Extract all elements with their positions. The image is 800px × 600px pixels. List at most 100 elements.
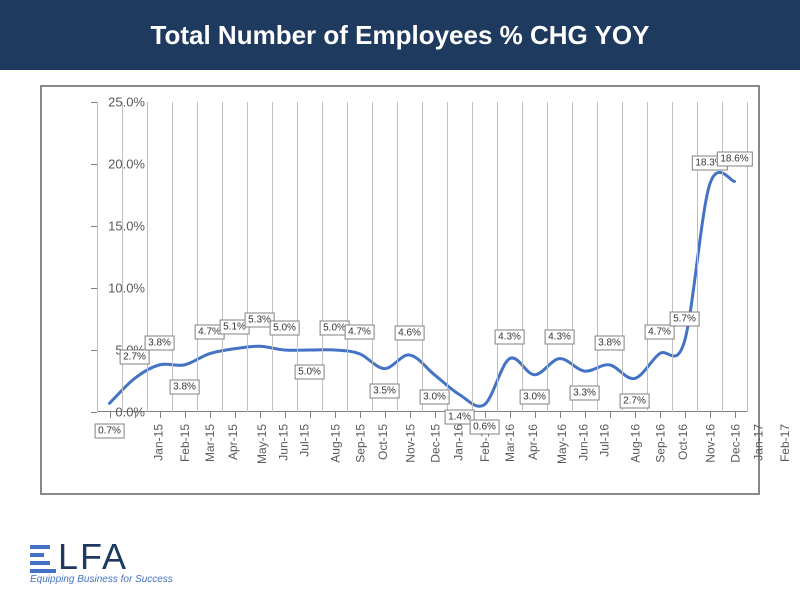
data-label: 3.0% [419,389,450,404]
y-tick-label: 10.0% [95,281,145,296]
x-tick-mark [360,412,361,418]
logo-e-icon [30,545,56,573]
x-tick-label: Nov-16 [703,424,717,463]
gridline [272,102,273,412]
gridline [672,102,673,412]
x-tick-mark [635,412,636,418]
x-tick-mark [160,412,161,418]
logo-tagline: Equipping Business for Success [30,574,173,585]
data-label: 5.0% [294,365,325,380]
data-label: 5.7% [669,312,700,327]
x-tick-mark [585,412,586,418]
gridline [647,102,648,412]
data-label: 3.8% [144,335,175,350]
gridline [622,102,623,412]
x-tick-label: Nov-15 [403,424,417,463]
x-tick-label: Mar-15 [203,424,217,462]
data-label: 2.7% [119,349,150,364]
x-tick-label: Oct-16 [676,424,690,460]
gridline [572,102,573,412]
logo-text: LFA [58,536,128,577]
x-tick-label: Jan-17 [751,424,765,461]
gridline [547,102,548,412]
gridline [172,102,173,412]
x-tick-label: Feb-15 [178,424,192,462]
y-tick-mark [91,412,97,413]
gridline [422,102,423,412]
x-tick-mark [610,412,611,418]
x-tick-mark [410,412,411,418]
data-label: 4.3% [544,329,575,344]
data-label: 4.6% [394,325,425,340]
data-label: 0.7% [94,424,125,439]
data-label: 0.6% [469,419,500,434]
data-label: 3.3% [569,386,600,401]
elfa-logo: LFA Equipping Business for Success [30,536,173,585]
x-tick-label: May-15 [255,424,269,464]
x-tick-label: Aug-16 [628,424,642,463]
gridline [447,102,448,412]
x-tick-mark [735,412,736,418]
x-tick-label: Jun-15 [276,424,290,461]
x-tick-label: Sep-15 [353,424,367,463]
x-tick-mark [710,412,711,418]
gridline [147,102,148,412]
data-label: 4.7% [344,324,375,339]
gridline [747,102,748,412]
x-tick-mark [435,412,436,418]
x-tick-mark [510,412,511,418]
chart-container: 0.0% 5.0% 10.0% 15.0% 20.0% 25.0% Jan-15 Feb-15… [40,85,760,495]
y-tick-label: 20.0% [95,157,145,172]
gridline [472,102,473,412]
y-tick-label: 0.0% [95,405,145,420]
gridline [522,102,523,412]
x-tick-label: Jan-15 [151,424,165,461]
chart-title: Total Number of Employees % CHG YOY [151,20,650,51]
chart-header: Total Number of Employees % CHG YOY [0,0,800,70]
logo-main: LFA [30,536,173,578]
x-tick-mark [310,412,311,418]
x-tick-mark [385,412,386,418]
plot-area: 0.0%5.0%10.0%15.0%20.0%25.0%Jan-15Feb-15… [97,102,747,412]
x-tick-mark [185,412,186,418]
data-label: 3.5% [369,383,400,398]
x-tick-label: Apr-16 [526,424,540,460]
gridline [97,102,98,412]
x-tick-mark [135,412,136,418]
x-tick-mark [110,412,111,418]
gridline [222,102,223,412]
gridline [497,102,498,412]
gridline [372,102,373,412]
x-tick-mark [485,412,486,418]
x-tick-label: Oct-15 [376,424,390,460]
x-tick-label: Dec-15 [428,424,442,463]
x-tick-label: Sep-16 [653,424,667,463]
x-tick-label: Apr-15 [226,424,240,460]
gridline [697,102,698,412]
x-tick-mark [685,412,686,418]
x-tick-label: Jul-15 [297,424,311,457]
x-tick-label: May-16 [555,424,569,464]
gridline [122,102,123,412]
data-label: 18.6% [716,152,752,167]
x-tick-label: Jun-16 [576,424,590,461]
x-tick-label: Dec-16 [728,424,742,463]
gridline [197,102,198,412]
gridline [722,102,723,412]
gridline [397,102,398,412]
x-tick-label: Mar-16 [503,424,517,462]
x-tick-mark [235,412,236,418]
gridline [597,102,598,412]
data-label: 4.3% [494,329,525,344]
data-label: 2.7% [619,393,650,408]
x-tick-mark [260,412,261,418]
x-tick-mark [560,412,561,418]
gridline [347,102,348,412]
y-tick-label: 15.0% [95,219,145,234]
x-tick-mark [335,412,336,418]
x-tick-mark [660,412,661,418]
data-label: 3.0% [519,389,550,404]
x-tick-label: Jan-16 [451,424,465,461]
y-tick-label: 25.0% [95,95,145,110]
gridline [247,102,248,412]
